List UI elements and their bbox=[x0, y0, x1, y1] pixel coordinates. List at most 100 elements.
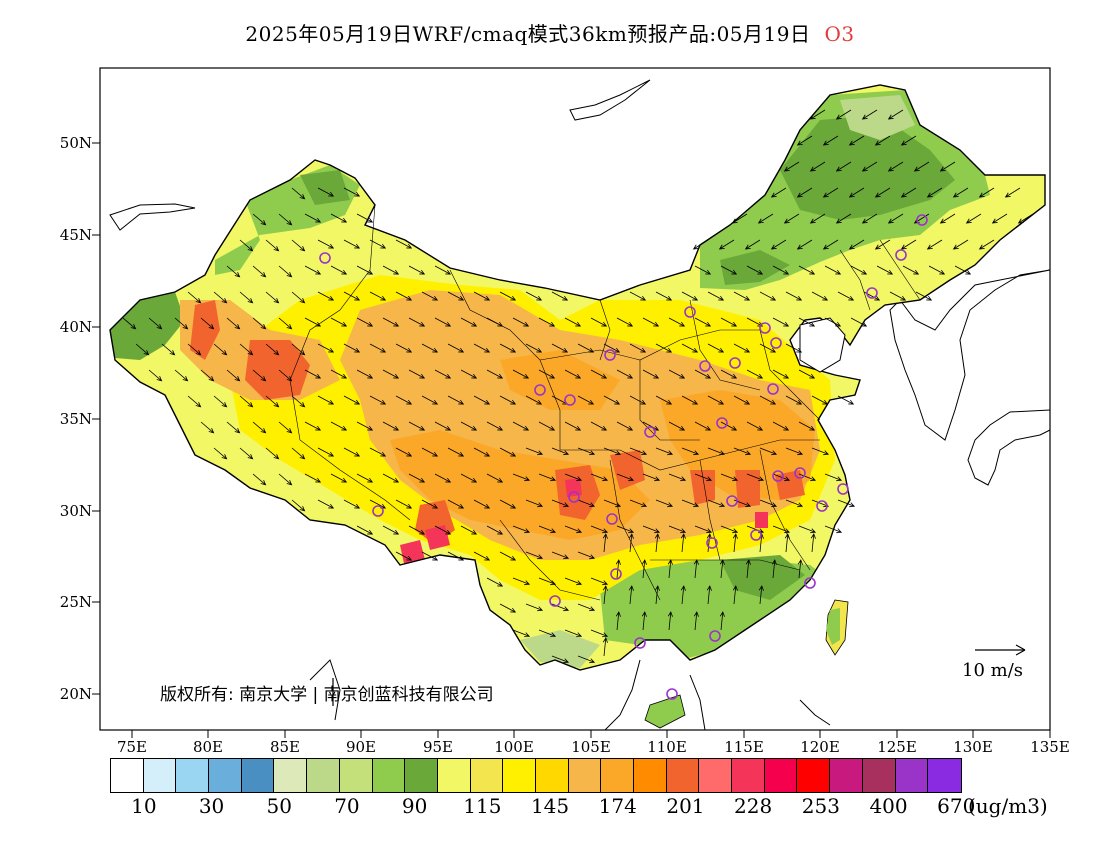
wind-arrow bbox=[887, 161, 904, 172]
lat-label-45n: 45N bbox=[59, 226, 92, 244]
wind-arrow bbox=[278, 421, 293, 434]
wind-arrow bbox=[785, 499, 804, 508]
scale-swatch-6 bbox=[307, 759, 340, 792]
site-marker-guangzhou bbox=[709, 630, 721, 642]
wind-arrow bbox=[265, 343, 280, 356]
wind-arrow bbox=[434, 317, 452, 327]
wind-arrow bbox=[850, 317, 868, 327]
wind-arrow bbox=[796, 239, 813, 250]
scale-swatch-1 bbox=[143, 759, 177, 792]
site-marker-chengdu bbox=[568, 491, 580, 503]
wind-arrow bbox=[680, 533, 686, 553]
site-marker-jinan bbox=[767, 383, 779, 395]
wind-arrow bbox=[525, 551, 544, 560]
wind-arrow bbox=[887, 213, 904, 224]
scale-swatch-17 bbox=[666, 759, 700, 792]
wind-arrow bbox=[668, 317, 686, 327]
scale-swatch-18 bbox=[699, 759, 733, 792]
wind-arrow bbox=[577, 343, 595, 353]
wind-arrow bbox=[809, 213, 826, 224]
wind-arrow bbox=[252, 213, 267, 226]
wind-arrow bbox=[811, 291, 829, 301]
wind-arrow bbox=[811, 447, 830, 456]
wind-arrow bbox=[395, 447, 413, 457]
wind-arrow bbox=[382, 421, 400, 431]
wind-arrow bbox=[200, 317, 215, 330]
scale-swatch-10 bbox=[437, 759, 471, 792]
wind-arrow bbox=[499, 291, 517, 301]
site-marker-yinchuan bbox=[604, 349, 616, 361]
wind-arrow bbox=[772, 317, 790, 327]
title-main: 2025年05月19日WRF/cmaq模式36km预报产品:05月19日 bbox=[245, 22, 811, 46]
wind-arrow bbox=[798, 421, 816, 431]
wind-arrow bbox=[486, 421, 504, 431]
wind-arrow bbox=[759, 395, 777, 405]
scale-tick-label: 400 bbox=[869, 794, 908, 818]
site-marker-shenyang bbox=[866, 287, 878, 299]
wind-arrow bbox=[499, 499, 517, 509]
scale-swatch-21 bbox=[797, 759, 831, 792]
lon-label-130e: 130E bbox=[953, 738, 993, 756]
wind-arrow bbox=[590, 577, 609, 586]
wind-arrow bbox=[174, 317, 189, 330]
wind-arrow bbox=[616, 369, 634, 379]
wind-arrow bbox=[356, 213, 374, 223]
wind-arrow bbox=[900, 187, 917, 198]
wind-arrow bbox=[525, 499, 544, 508]
wind-arrow bbox=[590, 317, 608, 327]
wind-arrow bbox=[486, 577, 504, 587]
wind-arrow bbox=[343, 187, 361, 197]
wind-arrow bbox=[746, 317, 764, 327]
wind-arrow bbox=[796, 135, 813, 146]
lon-label-110e: 110E bbox=[647, 738, 687, 756]
wind-arrow bbox=[887, 109, 904, 120]
lon-label-95e: 95E bbox=[422, 738, 454, 756]
coastlines bbox=[109, 79, 1051, 731]
site-marker-hangzhou bbox=[816, 500, 828, 512]
lon-label-115e: 115E bbox=[724, 738, 764, 756]
wind-arrow bbox=[720, 317, 738, 327]
wind-arrow bbox=[369, 447, 387, 457]
wind-arrow bbox=[889, 291, 907, 301]
scale-tick-label: 174 bbox=[598, 794, 637, 818]
wind-arrow bbox=[499, 603, 517, 613]
wind-arrow bbox=[252, 369, 267, 382]
wind-arrow bbox=[733, 343, 751, 353]
wind-arrow bbox=[343, 447, 361, 457]
wind-arrow bbox=[564, 577, 583, 586]
wind-arrow bbox=[654, 585, 660, 605]
wind-arrow bbox=[499, 343, 517, 353]
wind-arrow bbox=[811, 395, 829, 405]
wind-arrow bbox=[693, 559, 699, 579]
wind-arrow bbox=[265, 291, 280, 304]
wind-arrow bbox=[226, 369, 241, 382]
scale-swatch-24 bbox=[895, 759, 929, 792]
wind-arrow bbox=[848, 187, 865, 198]
lon-label-105e: 105E bbox=[571, 738, 611, 756]
wind-arrow bbox=[434, 473, 452, 483]
wind-arrow bbox=[278, 317, 293, 330]
wind-arrow bbox=[538, 525, 557, 534]
wind-arrow bbox=[356, 317, 374, 327]
wind-arrow bbox=[837, 291, 855, 301]
wind-arrow bbox=[291, 291, 306, 304]
wind-arrow bbox=[239, 291, 254, 304]
wind-arrow bbox=[915, 291, 933, 301]
wind-arrow bbox=[629, 447, 648, 456]
wind-arrow bbox=[512, 525, 531, 534]
wind-arrow bbox=[590, 473, 609, 482]
wind-arrow bbox=[564, 369, 582, 379]
wind-arrow bbox=[369, 395, 387, 405]
wind-arrow bbox=[408, 265, 426, 275]
wind-arrow bbox=[900, 239, 917, 250]
wind-arrow bbox=[317, 343, 335, 353]
wind-arrow bbox=[822, 187, 839, 198]
wind-arrow bbox=[187, 291, 202, 304]
wind-arrow bbox=[835, 109, 852, 120]
lat-label-20n: 20N bbox=[59, 685, 92, 703]
wind-arrow bbox=[616, 473, 635, 482]
wind-arrow bbox=[304, 421, 322, 431]
wind-arrow bbox=[861, 213, 878, 224]
lon-label-100e: 100E bbox=[494, 738, 534, 756]
